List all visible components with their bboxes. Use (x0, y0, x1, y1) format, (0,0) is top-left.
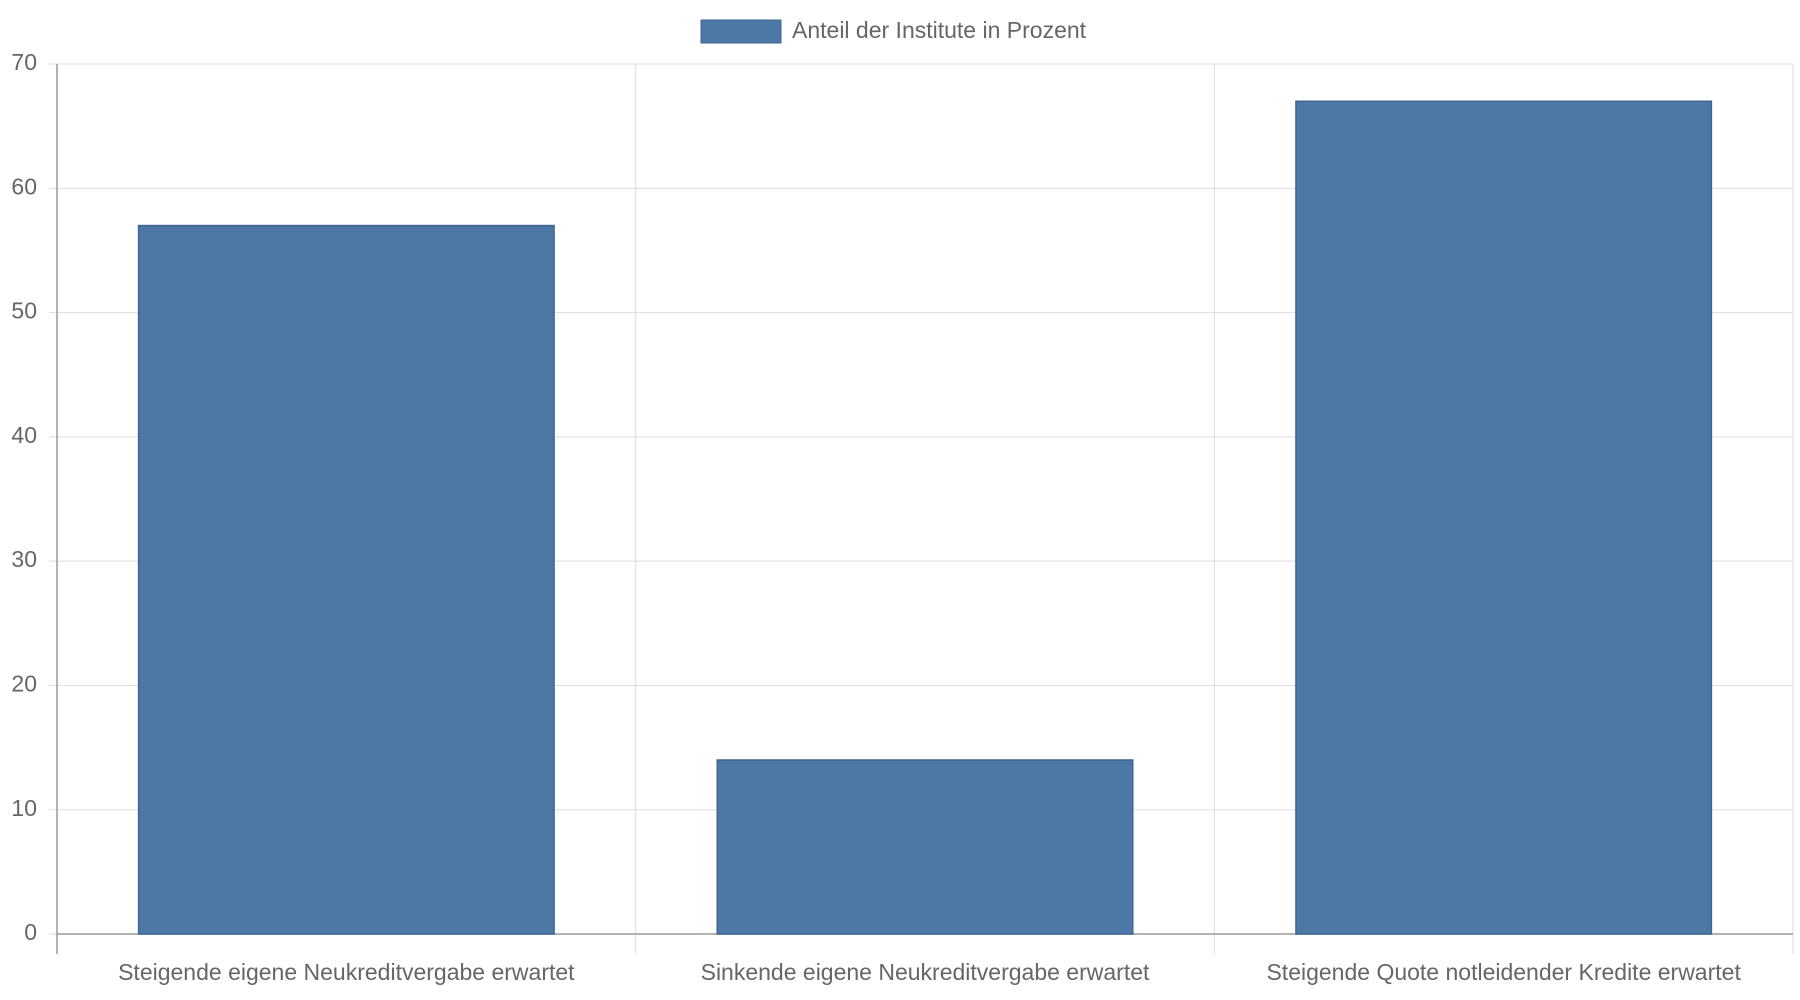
bar (1295, 100, 1713, 935)
x-tick-label: Sinkende eigene Neukreditvergabe erwarte… (701, 959, 1150, 985)
legend-swatch (700, 19, 782, 44)
y-tick-label: 60 (11, 173, 37, 199)
y-tick-label: 40 (11, 422, 37, 448)
legend-label: Anteil der Institute in Prozent (792, 17, 1087, 43)
y-tick-label: 30 (11, 546, 37, 572)
x-tick-label: Steigende Quote notleidender Kredite erw… (1266, 959, 1741, 985)
y-tick-label: 50 (11, 298, 37, 324)
bar (716, 759, 1134, 935)
y-tick-label: 10 (11, 795, 37, 821)
y-tick-label: 0 (24, 919, 37, 945)
y-tick-label: 20 (11, 671, 37, 697)
bar (137, 224, 555, 935)
x-tick-label: Steigende eigene Neukreditvergabe erwart… (118, 959, 575, 985)
y-tick-label: 70 (11, 49, 37, 75)
